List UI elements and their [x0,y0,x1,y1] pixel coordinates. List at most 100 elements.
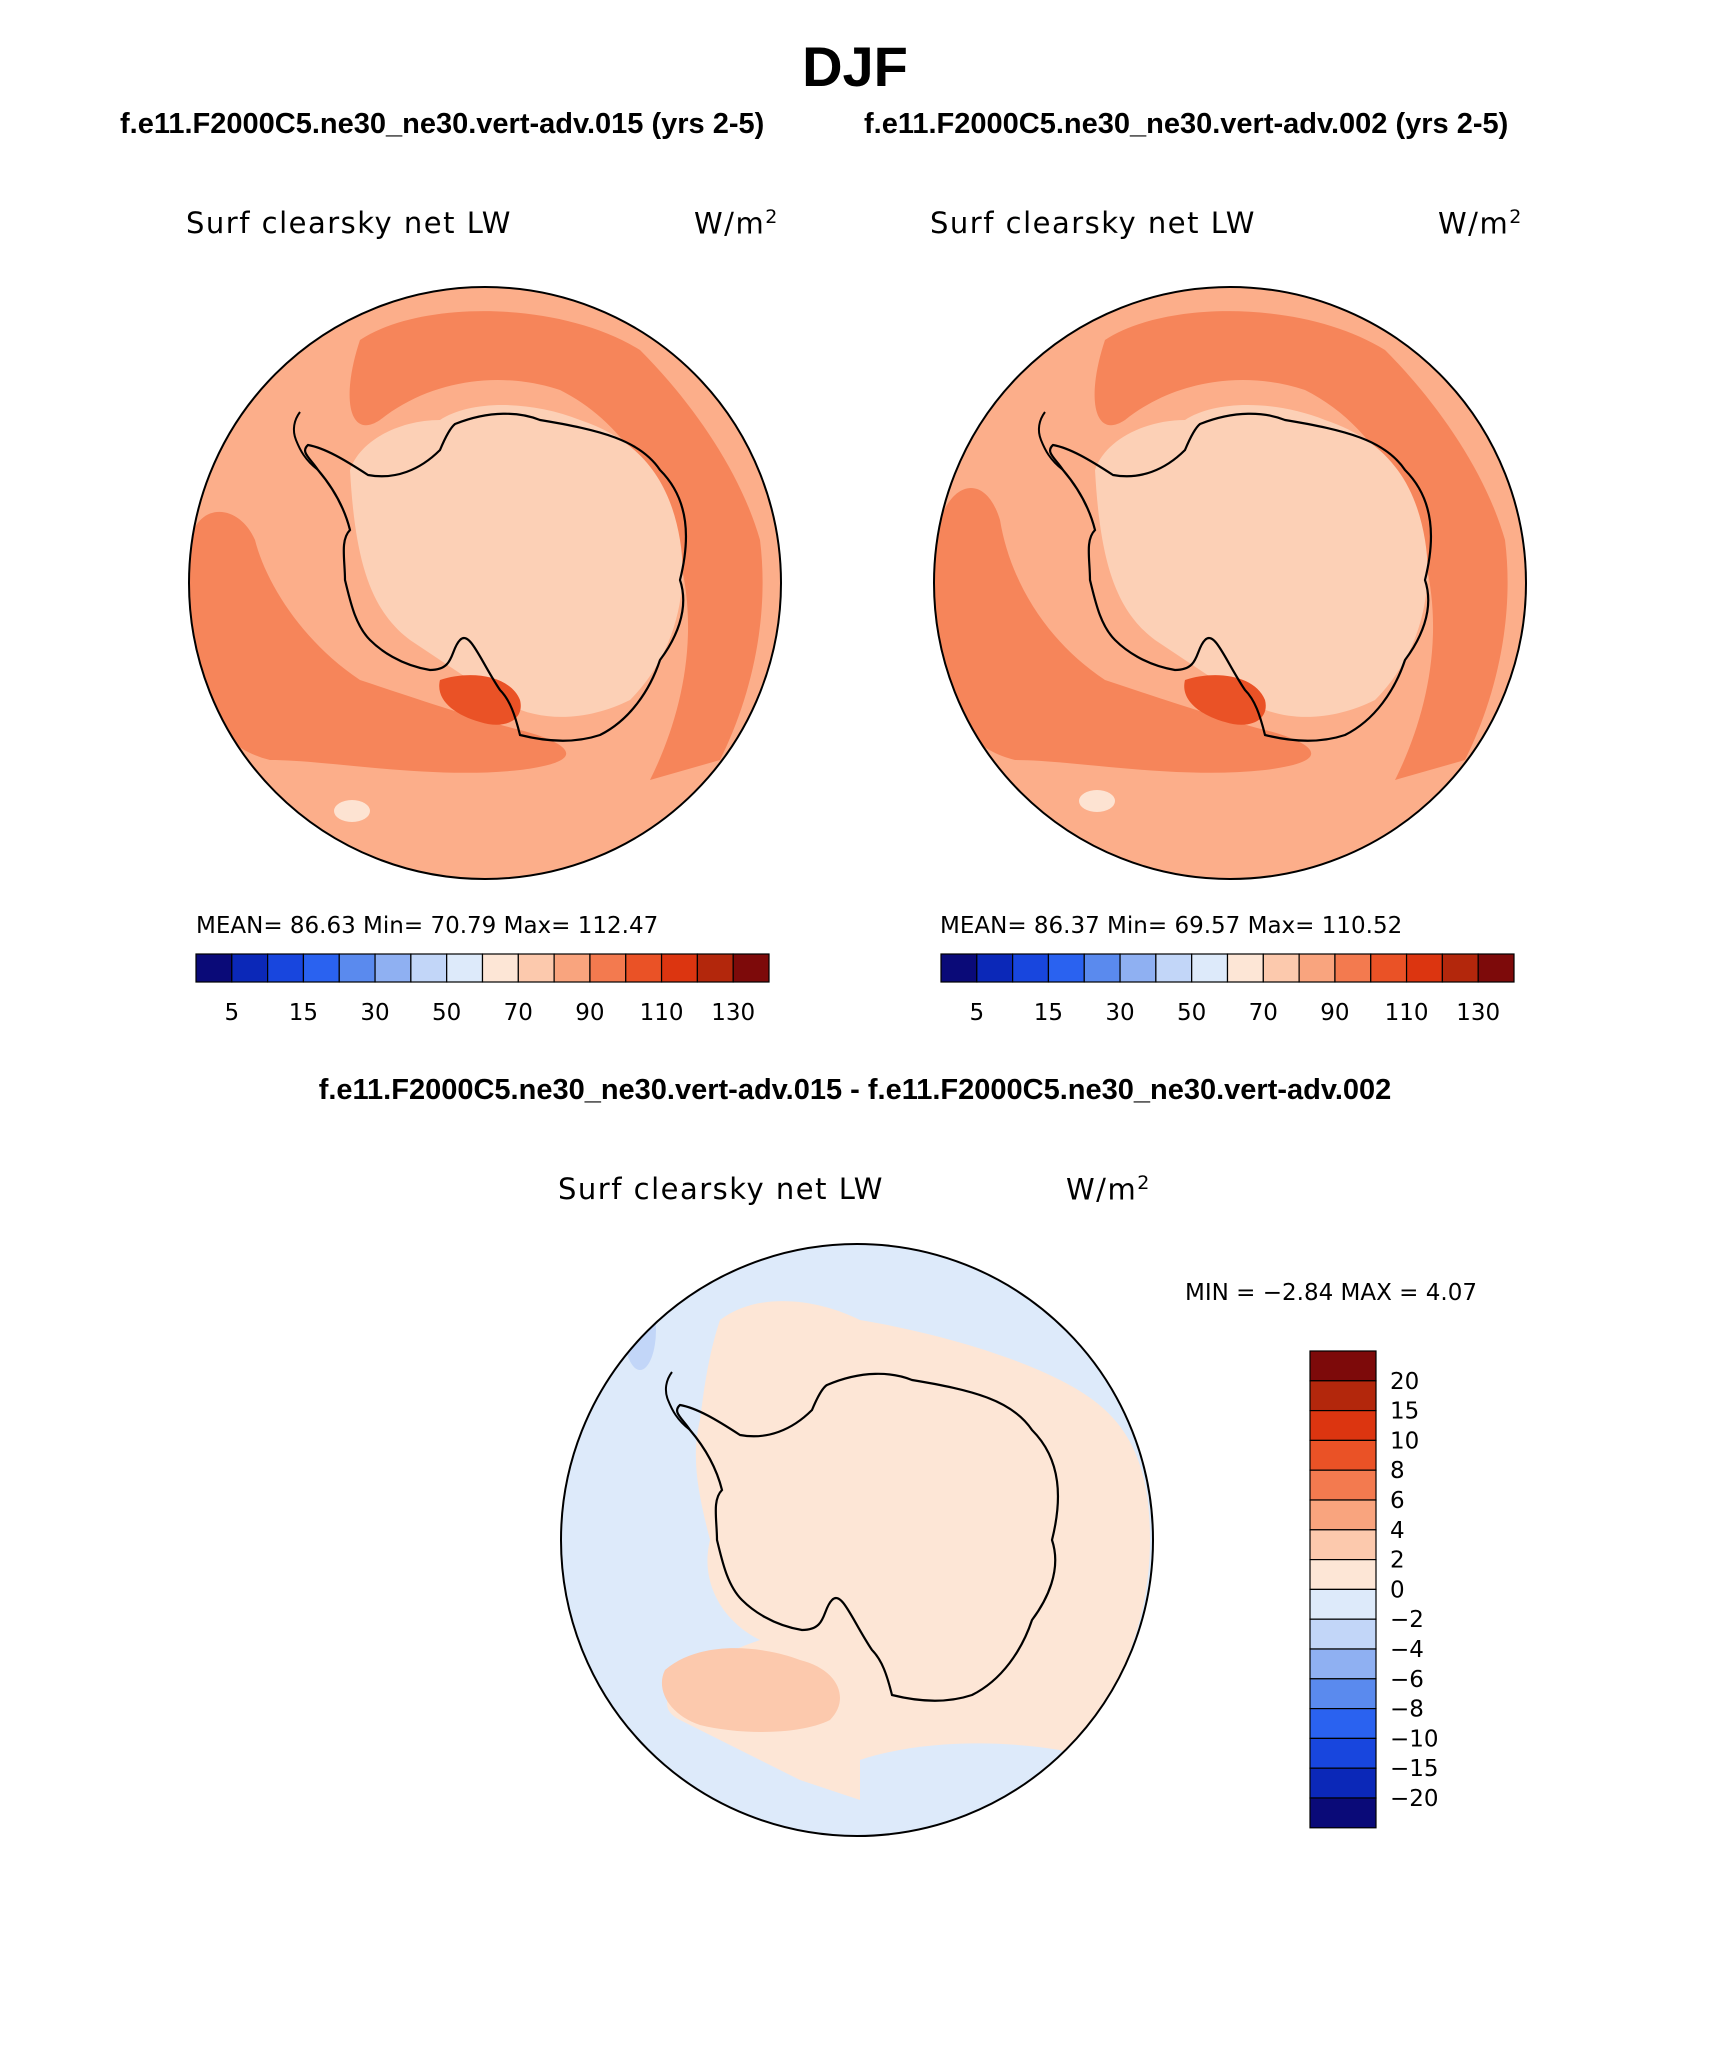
panel1-colorbar [195,953,770,983]
colorbar-swatch [696,953,734,983]
colorbar-swatch [660,953,698,983]
colorbar-swatch [625,953,663,983]
colorbar-swatch [1309,1618,1377,1650]
colorbar-swatch [338,953,376,983]
diff-map-border [560,1243,1154,1837]
diff-units: W/m2 [1066,1172,1151,1207]
diff-variable: Surf clearsky net LW [558,1172,884,1206]
colorbar-tick-label: 70 [504,1000,533,1026]
panel2-warm-band-west [935,487,1312,773]
panel2-map [934,287,1526,879]
colorbar-tick-label: 4 [1390,1518,1405,1544]
panel1-light-patch [334,800,370,822]
colorbar-tick-label: 110 [1385,1000,1429,1026]
panel2-light-patch [1079,790,1115,812]
colorbar-swatch [589,953,627,983]
diff-negative-patch [624,1290,656,1370]
colorbar-swatch [195,953,233,983]
panel1-coastline [303,412,688,742]
colorbar-swatch [1309,1499,1377,1531]
colorbar-swatch [1226,953,1264,983]
panel1-ice-sheet [350,405,683,717]
colorbar-tick-label: 90 [1320,1000,1349,1026]
colorbar-tick-label: −6 [1390,1667,1424,1693]
colorbar-tick-label: 50 [432,1000,461,1026]
colorbar-swatch [1309,1648,1377,1680]
colorbar-tick-label: −20 [1390,1786,1439,1812]
colorbar-swatch [1405,953,1443,983]
colorbar-swatch [1309,1737,1377,1769]
colorbar-swatch [1309,1529,1377,1561]
panel1-units: W/m2 [694,206,779,241]
colorbar-swatch [1012,953,1050,983]
diff-stats: MIN = −2.84 MAX = 4.07 [1185,1280,1477,1306]
colorbar-tick-label: 50 [1177,1000,1206,1026]
panel2-peninsula [1037,411,1064,471]
colorbar-swatch [1309,1558,1377,1590]
colorbar-tick-label: 30 [1105,1000,1134,1026]
diff-positive-region-south [661,1648,840,1732]
panel2-colorbar [940,953,1515,983]
colorbar-tick-label: 5 [969,1000,984,1026]
colorbar-swatch [1047,953,1085,983]
panel2-stats: MEAN= 86.37 Min= 69.57 Max= 110.52 [940,913,1403,939]
colorbar-tick-label: −15 [1390,1756,1439,1782]
colorbar-swatch [1309,1350,1377,1382]
colorbar-swatch [1477,953,1515,983]
panel2-variable: Surf clearsky net LW [930,206,1256,240]
diff-coastline [675,1372,1060,1702]
colorbar-swatch [1309,1469,1377,1501]
panel2-colorbar-ticks: 5 15 30 50 70 90 110 130 [969,1000,1500,1026]
panel2-ice-sheet [1095,405,1428,717]
panel2-map-border [933,286,1527,880]
colorbar-tick-label: −2 [1390,1607,1424,1633]
colorbar-swatch [1191,953,1229,983]
colorbar-swatch [267,953,305,983]
panel1-colorbar-ticks: 5 15 30 50 70 90 110 130 [224,1000,755,1026]
colorbar-swatch [1309,1678,1377,1710]
colorbar-swatch [553,953,591,983]
colorbar-swatch [1298,953,1336,983]
colorbar-swatch [1262,953,1300,983]
colorbar-swatch [1334,953,1372,983]
colorbar-tick-label: 5 [224,1000,239,1026]
colorbar-tick-label: 110 [640,1000,684,1026]
panel1-hot-spot [439,675,521,725]
diff-peninsula [664,1371,691,1431]
colorbar-tick-label: 2 [1390,1548,1405,1574]
colorbar-tick-label: 20 [1390,1369,1419,1395]
colorbar-tick-label: 8 [1390,1458,1405,1484]
colorbar-swatch [1309,1380,1377,1412]
colorbar-swatch [1155,953,1193,983]
colorbar-tick-label: 6 [1390,1488,1405,1514]
difference-title: f.e11.F2000C5.ne30_ne30.vert-adv.015 - f… [318,1074,1392,1106]
diff-negative-region-south [860,1743,1088,1836]
colorbar-swatch [1309,1439,1377,1471]
colorbar-swatch [1083,953,1121,983]
panel2-warm-band-east [1094,311,1508,780]
colorbar-tick-label: 130 [711,1000,755,1026]
colorbar-swatch [481,953,519,983]
colorbar-tick-label: 15 [289,1000,318,1026]
panel1-stats: MEAN= 86.63 Min= 70.79 Max= 112.47 [196,913,659,939]
colorbar-tick-label: 130 [1456,1000,1500,1026]
colorbar-swatch [302,953,340,983]
panel1-map [189,287,781,879]
colorbar-swatch [374,953,412,983]
panel2-hot-spot [1184,675,1266,725]
colorbar-swatch [446,953,484,983]
panel1-warm-band-east [349,311,763,780]
colorbar-swatch [231,953,269,983]
colorbar-swatch [1309,1797,1377,1829]
season-title: DJF [802,35,908,98]
colorbar-swatch [1441,953,1479,983]
right-case-label: f.e11.F2000C5.ne30_ne30.vert-adv.002 (yr… [864,108,1509,140]
diff-colorbar [1309,1350,1377,1829]
panel1-variable: Surf clearsky net LW [186,206,512,240]
colorbar-swatch [1309,1767,1377,1799]
colorbar-tick-label: 90 [575,1000,604,1026]
colorbar-swatch [1309,1707,1377,1739]
colorbar-swatch [1309,1409,1377,1441]
